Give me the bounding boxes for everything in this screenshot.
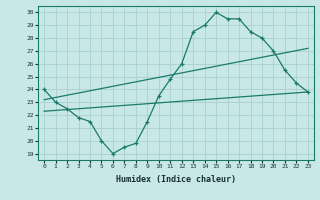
X-axis label: Humidex (Indice chaleur): Humidex (Indice chaleur) bbox=[116, 175, 236, 184]
